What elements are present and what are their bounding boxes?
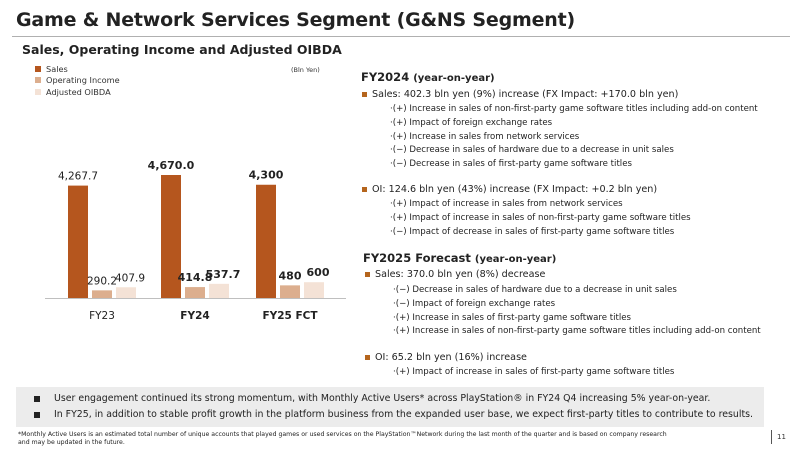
bar-operating-income: [185, 287, 205, 298]
bullet-square-icon: [365, 272, 370, 277]
fy2024-heading-title: FY2024: [361, 70, 410, 84]
data-label-operating-income: 290.2: [87, 275, 117, 287]
list-item: ·(−) Impact of foreign exchange rates: [393, 298, 556, 309]
footnote: *Monthly Active Users is an estimated to…: [18, 431, 738, 447]
key-message-2-text: In FY25, in addition to stable profit gr…: [54, 409, 753, 420]
list-item: ·(+) Impact of increase in sales of non-…: [390, 212, 691, 223]
bullet-square-icon: [34, 395, 40, 402]
title-divider: [12, 36, 790, 37]
fy2024-oi-text: OI: 124.6 bln yen (43%) increase (FX Imp…: [372, 184, 658, 195]
fy2025-sales-summary: Sales: 370.0 bln yen (8%) decrease: [365, 269, 545, 280]
fy2024-sales-summary: Sales: 402.3 bln yen (9%) increase (FX I…: [362, 89, 678, 100]
key-message-1-text: User engagement continued its strong mom…: [54, 393, 711, 404]
legend-label-operating-income: Operating Income: [46, 75, 120, 86]
fy2024-heading-suffix: (year-on-year): [413, 73, 495, 84]
data-label-adjusted-oibda: 600: [307, 266, 330, 279]
fy2024-heading: FY2024 (year-on-year): [361, 70, 495, 84]
x-tick-label: FY24: [180, 310, 209, 322]
bullet-square-icon: [365, 355, 370, 360]
bar-adjusted-oibda: [116, 287, 136, 298]
legend-item-operating-income: Operating Income: [35, 75, 120, 87]
data-label-sales: 4,267.7: [58, 171, 98, 183]
bar-adjusted-oibda: [304, 282, 324, 298]
bar-sales: [68, 185, 88, 298]
legend-swatch-operating-income: [35, 77, 41, 84]
fy2025-heading-suffix: (year-on-year): [474, 254, 557, 265]
bar-sales: [161, 175, 181, 298]
chart-unit-label: (Bln Yen): [291, 66, 320, 74]
page-number: 11: [777, 433, 786, 441]
chart-legend: Sales Operating Income Adjusted OIBDA: [35, 63, 120, 98]
bullet-square-icon: [34, 411, 40, 418]
list-item: ·(+) Impact of foreign exchange rates: [390, 117, 553, 128]
bar-sales: [256, 184, 276, 298]
list-item: ·(−) Decrease in sales of hardware due t…: [390, 145, 674, 156]
legend-label-sales: Sales: [46, 63, 68, 74]
data-label-sales: 4,670.0: [148, 159, 195, 172]
fy2025-sales-text: Sales: 370.0 bln yen (8%) decrease: [375, 269, 546, 280]
bullet-square-icon: [362, 187, 367, 192]
key-message-2: In FY25, in addition to stable profit gr…: [34, 409, 753, 420]
data-label-operating-income: 480: [279, 269, 302, 282]
fy2024-sales-text: Sales: 402.3 bln yen (9%) increase (FX I…: [372, 89, 679, 100]
x-tick-label: FY25 FCT: [262, 310, 318, 322]
data-label-adjusted-oibda: 407.9: [115, 272, 145, 284]
fy2024-oi-summary: OI: 124.6 bln yen (43%) increase (FX Imp…: [362, 184, 657, 195]
list-item: ·(+) Increase in sales of first-party ga…: [393, 312, 632, 323]
bar-adjusted-oibda: [209, 283, 229, 298]
key-message-1: User engagement continued its strong mom…: [34, 393, 710, 404]
data-label-operating-income: 414.8: [178, 271, 213, 284]
bullet-square-icon: [362, 92, 367, 97]
legend-item-adjusted-oibda: Adjusted OIBDA: [35, 86, 120, 98]
list-item: ·(+) Increase in sales of non-first-part…: [390, 104, 758, 114]
fy2025-oi-text: OI: 65.2 bln yen (16%) increase: [375, 352, 527, 363]
fy2024-sales-list: ·(+) Increase in sales of non-first-part…: [390, 103, 758, 172]
list-item: ·(+) Increase in sales from network serv…: [390, 131, 580, 142]
bar-operating-income: [92, 290, 112, 298]
legend-item-sales: Sales: [35, 63, 120, 75]
fy2024-oi-list: ·(+) Impact of increase in sales from ne…: [390, 198, 691, 239]
list-item: ·(+) Impact of increase in sales from ne…: [390, 199, 623, 209]
key-messages-box: [16, 387, 764, 427]
list-item: ·(−) Impact of decrease in sales of firs…: [390, 226, 675, 237]
x-tick-label: FY23: [89, 310, 115, 322]
list-item: ·(+) Increase in sales of non-first-part…: [393, 326, 761, 337]
page-number-divider: [771, 430, 772, 444]
footnote-line-1: *Monthly Active Users is an estimated to…: [18, 431, 667, 438]
fy2025-oi-summary: OI: 65.2 bln yen (16%) increase: [365, 352, 527, 363]
footnote-line-2: and may be updated in the future.: [18, 439, 125, 446]
legend-label-adjusted-oibda: Adjusted OIBDA: [46, 86, 111, 97]
bar-operating-income: [280, 285, 300, 298]
list-item: ·(−) Decrease in sales of first-party ga…: [390, 159, 632, 170]
fy2025-heading-title: FY2025 Forecast: [363, 251, 471, 265]
list-item: ·(+) Impact of increase in sales of firs…: [393, 367, 675, 377]
page-title: Game & Network Services Segment (G&NS Se…: [16, 9, 575, 31]
legend-swatch-adjusted-oibda: [35, 88, 41, 95]
fy2025-heading: FY2025 Forecast (year-on-year): [363, 251, 556, 265]
fy2025-oi-list: ·(+) Impact of increase in sales of firs…: [393, 366, 674, 380]
legend-swatch-sales: [35, 65, 41, 72]
data-label-adjusted-oibda: 537.7: [206, 268, 241, 281]
chart-subtitle: Sales, Operating Income and Adjusted OIB…: [22, 42, 342, 57]
fy2025-sales-list: ·(−) Decrease in sales of hardware due t…: [393, 284, 761, 339]
data-label-sales: 4,300: [249, 169, 284, 182]
list-item: ·(−) Decrease in sales of hardware due t…: [393, 285, 677, 295]
